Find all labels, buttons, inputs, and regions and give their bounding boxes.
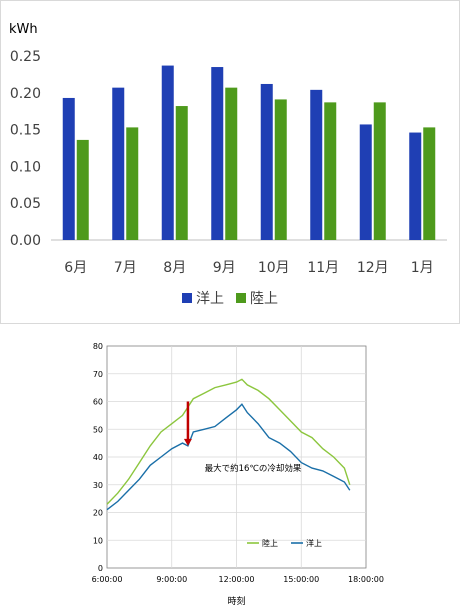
y-tick-label: 0.15 bbox=[10, 123, 41, 139]
bar-offshore-5 bbox=[310, 89, 323, 240]
x-tick-label: 12:00:00 bbox=[219, 575, 255, 584]
bar-land-4 bbox=[274, 99, 287, 240]
x-tick-label: 11月 bbox=[307, 260, 339, 276]
y-tick-label: 40 bbox=[93, 453, 103, 462]
x-tick-label: 10月 bbox=[258, 260, 290, 276]
x-tick-label: 7月 bbox=[114, 260, 137, 276]
bar-land-1 bbox=[126, 127, 139, 240]
x-tick-label: 8月 bbox=[163, 260, 186, 276]
bar-offshore-4 bbox=[260, 83, 273, 240]
bar-offshore-2 bbox=[161, 65, 174, 241]
legend-label: 陸上 bbox=[262, 538, 278, 548]
bar-land-0 bbox=[76, 139, 89, 240]
bar-chart-panel: kWh 0.00 0.05 0.10 0.15 0.20 0.25 6月 7月 8月 9月 10月 11… bbox=[0, 0, 460, 324]
bar-land-6 bbox=[373, 102, 386, 240]
legend-swatch-1 bbox=[236, 293, 246, 303]
y-tick-label: 30 bbox=[93, 481, 103, 490]
legend-label: 陸上 bbox=[250, 291, 278, 307]
y-tick-label: 70 bbox=[93, 370, 103, 379]
bar-offshore-0 bbox=[62, 97, 75, 241]
bar-offshore-3 bbox=[211, 67, 224, 240]
y-axis-unit: kWh bbox=[9, 22, 38, 37]
y-tick-label: 60 bbox=[93, 398, 103, 407]
x-tick-label: 9月 bbox=[213, 260, 236, 276]
series-line-offshore bbox=[106, 403, 351, 511]
annotation-text: 最大で約16℃の冷却効果 bbox=[205, 463, 302, 474]
y-tick-label: 10 bbox=[93, 536, 103, 545]
bar-land-3 bbox=[225, 87, 238, 240]
x-tick-label: 1月 bbox=[411, 260, 434, 276]
legend-label: 洋上 bbox=[196, 291, 224, 307]
y-tick-label: 0.25 bbox=[10, 49, 41, 65]
y-tick-label: 0.20 bbox=[10, 86, 41, 102]
x-tick-label: 12月 bbox=[357, 260, 389, 276]
y-tick-label: 0 bbox=[98, 564, 103, 573]
bar-land-2 bbox=[175, 106, 188, 240]
line-chart: 0 10 20 30 40 50 60 70 80 6:00:00 9:00:00 12:00:00 1… bbox=[76, 342, 384, 607]
y-tick-label: 0.05 bbox=[10, 196, 41, 212]
legend-label: 洋上 bbox=[306, 538, 322, 548]
x-tick-label: 6:00:00 bbox=[92, 575, 123, 584]
x-tick-label: 18:00:00 bbox=[348, 575, 384, 584]
x-tick-label: 15:00:00 bbox=[283, 575, 319, 584]
bar-offshore-7 bbox=[409, 132, 422, 240]
bar-offshore-1 bbox=[112, 87, 125, 240]
y-tick-label: 50 bbox=[93, 425, 103, 434]
line-chart-panel: 0 10 20 30 40 50 60 70 80 6:00:00 9:00:00 12:00:00 1… bbox=[76, 336, 390, 607]
series-line-land bbox=[106, 378, 351, 505]
y-tick-label: 0.00 bbox=[10, 233, 41, 249]
y-tick-label: 20 bbox=[93, 509, 103, 518]
arrow-head bbox=[183, 438, 192, 446]
bar-offshore-6 bbox=[359, 124, 372, 240]
x-axis-title: 時刻 bbox=[227, 595, 245, 607]
legend-swatch-0 bbox=[182, 293, 192, 303]
bar-land-5 bbox=[324, 102, 337, 240]
x-tick-label: 6月 bbox=[64, 260, 87, 276]
bar-chart: kWh 0.00 0.05 0.10 0.15 0.20 0.25 6月 7月 8月 9月 10月 11… bbox=[9, 22, 447, 307]
x-tick-label: 9:00:00 bbox=[156, 575, 187, 584]
y-tick-label: 80 bbox=[93, 342, 103, 351]
y-tick-label: 0.10 bbox=[10, 159, 41, 175]
bar-land-7 bbox=[423, 127, 436, 240]
